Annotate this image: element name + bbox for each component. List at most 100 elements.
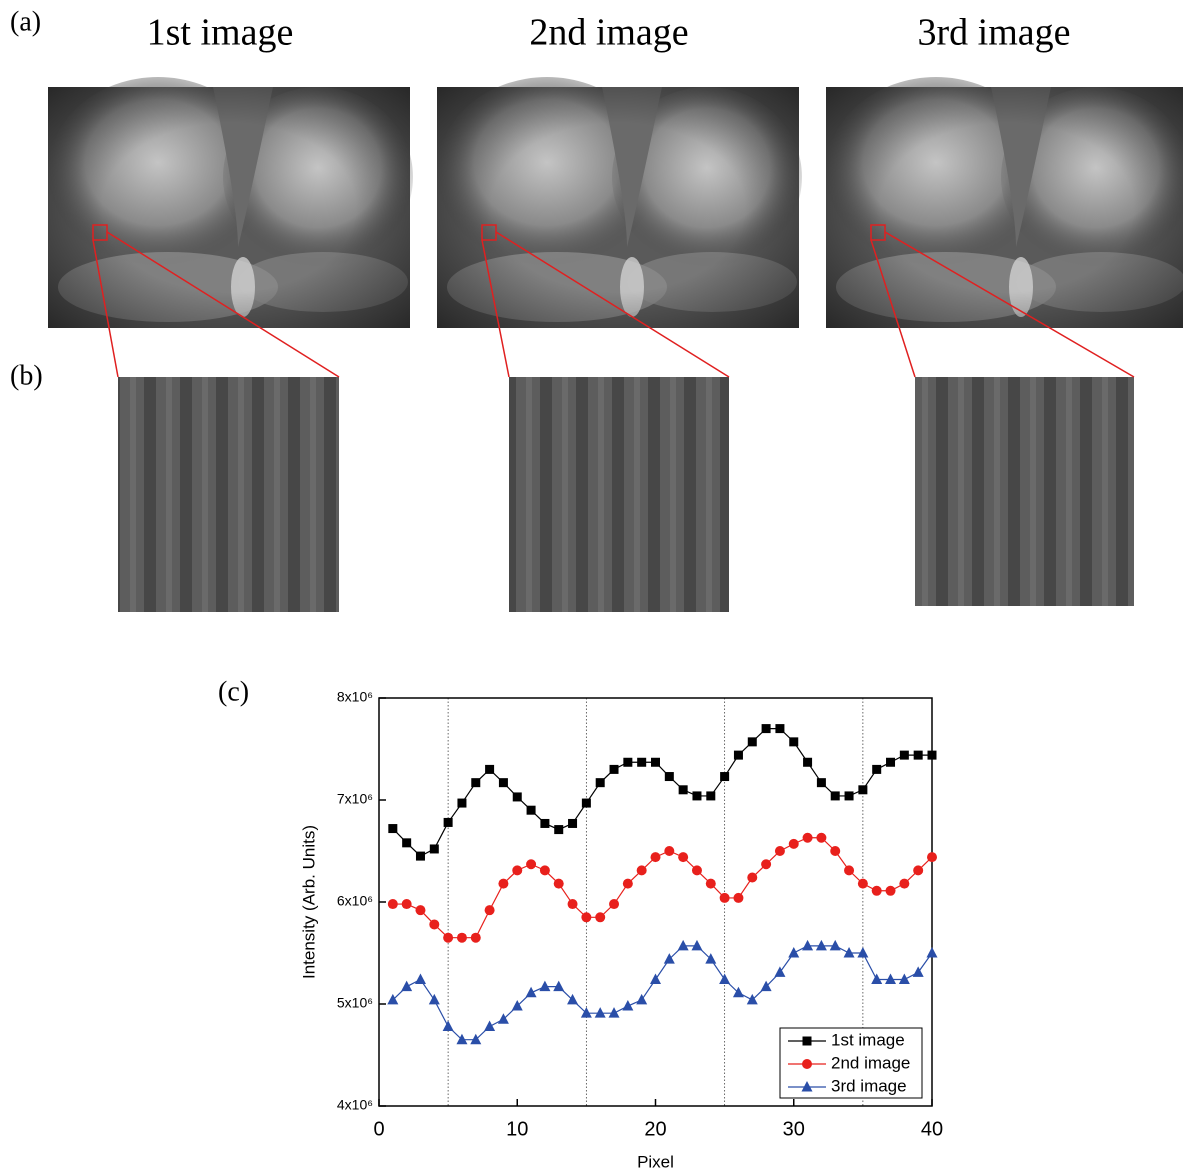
marker — [554, 825, 563, 834]
y-axis-label: Intensity (Arb. Units) — [299, 825, 318, 979]
marker — [762, 724, 771, 733]
marker — [512, 865, 522, 875]
marker — [927, 947, 938, 958]
marker — [664, 846, 674, 856]
marker — [651, 852, 661, 862]
marker — [830, 846, 840, 856]
figure: (a) (b) (c) 1st image 2nd image 3rd imag… — [0, 0, 1183, 1176]
marker — [457, 933, 467, 943]
x-tick-label: 0 — [373, 1118, 384, 1140]
marker — [429, 994, 440, 1005]
marker — [872, 765, 881, 774]
marker — [637, 865, 647, 875]
y-tick-label: 8x10⁶ — [337, 689, 373, 705]
marker — [928, 751, 937, 760]
x-tick-label: 40 — [921, 1118, 943, 1140]
panel-label: (a) — [10, 6, 41, 37]
marker — [802, 1059, 812, 1069]
marker — [858, 785, 867, 794]
marker — [401, 981, 412, 992]
legend-label: 3rd image — [831, 1076, 907, 1095]
marker — [443, 1020, 454, 1030]
marker — [388, 899, 398, 909]
marker — [430, 844, 439, 853]
marker — [857, 947, 868, 958]
marker — [789, 737, 798, 746]
marker — [899, 879, 909, 889]
marker — [554, 879, 564, 889]
marker — [692, 791, 701, 800]
marker — [609, 899, 619, 909]
marker — [816, 940, 827, 951]
image-title: 1st image — [147, 12, 294, 54]
marker — [678, 852, 688, 862]
y-tick-label: 5x10⁶ — [337, 995, 373, 1011]
marker — [678, 940, 689, 951]
marker — [513, 792, 522, 801]
marker — [429, 919, 439, 929]
marker — [830, 940, 841, 951]
marker — [803, 1037, 812, 1046]
marker — [568, 819, 577, 828]
marker — [595, 912, 605, 922]
marker — [803, 758, 812, 767]
marker — [623, 879, 633, 889]
y-tick-label: 6x10⁶ — [337, 893, 373, 909]
page: (a) (b) (c) 1st image 2nd image 3rd imag… — [0, 0, 1183, 1176]
marker — [596, 778, 605, 787]
marker — [900, 751, 909, 760]
x-tick-label: 20 — [644, 1118, 666, 1140]
marker — [415, 974, 426, 985]
marker — [734, 751, 743, 760]
marker — [679, 785, 688, 794]
marker — [886, 758, 895, 767]
image-title: 3rd image — [917, 12, 1070, 54]
marker — [540, 865, 550, 875]
marker — [775, 724, 784, 733]
marker — [526, 859, 536, 869]
marker — [914, 751, 923, 760]
marker — [885, 974, 896, 985]
marker — [871, 974, 882, 985]
marker — [568, 899, 578, 909]
marker — [789, 839, 799, 849]
marker — [415, 905, 425, 915]
marker — [706, 879, 716, 889]
marker — [485, 765, 494, 774]
marker — [927, 852, 937, 862]
marker — [665, 772, 674, 781]
marker — [443, 933, 453, 943]
marker — [650, 974, 661, 985]
marker — [610, 765, 619, 774]
marker — [733, 893, 743, 903]
marker — [539, 981, 550, 992]
marker — [747, 873, 757, 883]
marker — [913, 865, 923, 875]
zoom-crop — [118, 377, 339, 612]
marker — [402, 899, 412, 909]
marker — [416, 852, 425, 861]
marker — [816, 833, 826, 843]
legend-label: 2nd image — [831, 1053, 910, 1072]
marker — [540, 819, 549, 828]
marker — [775, 846, 785, 856]
x-axis-label: Pixel — [637, 1152, 674, 1171]
marker — [622, 1000, 633, 1011]
photo — [826, 77, 1183, 328]
x-tick-label: 10 — [506, 1118, 528, 1140]
marker — [788, 947, 799, 958]
marker — [831, 791, 840, 800]
marker — [706, 791, 715, 800]
marker — [637, 758, 646, 767]
marker — [691, 940, 702, 951]
legend-label: 1st image — [831, 1030, 905, 1049]
panel-label: (b) — [10, 360, 43, 391]
marker — [457, 799, 466, 808]
marker — [872, 886, 882, 896]
marker — [802, 940, 813, 951]
marker — [651, 758, 660, 767]
marker — [402, 838, 411, 847]
series-line — [393, 838, 932, 938]
marker — [720, 893, 730, 903]
y-tick-label: 4x10⁶ — [337, 1097, 373, 1113]
